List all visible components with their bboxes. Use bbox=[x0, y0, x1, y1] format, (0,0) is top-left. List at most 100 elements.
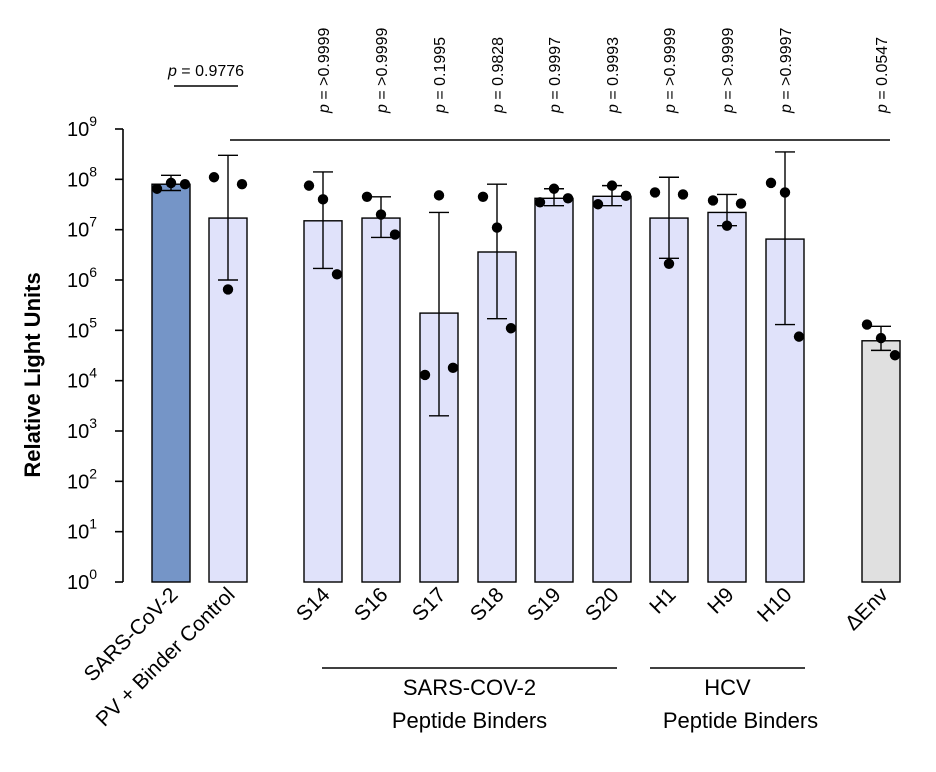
y-tick-exponent: 5 bbox=[89, 314, 97, 330]
data-point bbox=[447, 362, 459, 374]
x-tick-label: H10 bbox=[753, 583, 797, 627]
p-symbol: p bbox=[374, 104, 391, 114]
bar bbox=[477, 251, 517, 583]
data-point bbox=[663, 258, 675, 269]
p-value-label: p = 0.0547 bbox=[874, 37, 891, 114]
data-point bbox=[375, 209, 387, 220]
data-point bbox=[505, 323, 517, 334]
x-tick-label: S20 bbox=[581, 583, 624, 626]
data-point bbox=[875, 332, 887, 344]
y-tick-label: 109 bbox=[67, 113, 97, 141]
y-tick-base: 10 bbox=[67, 572, 89, 594]
data-point bbox=[649, 187, 661, 198]
y-axis-title: Relative Light Units bbox=[20, 272, 45, 477]
p-value-text: = 0.9993 bbox=[605, 37, 622, 104]
y-tick-label: 108 bbox=[67, 163, 97, 191]
x-tick-label: S18 bbox=[466, 583, 509, 626]
data-point bbox=[721, 220, 733, 231]
data-point bbox=[491, 222, 503, 233]
p-symbol: p bbox=[316, 104, 333, 114]
data-point bbox=[236, 179, 248, 190]
data-point bbox=[606, 180, 618, 191]
p-value-text: = 0.9828 bbox=[490, 37, 507, 104]
y-tick-exponent: 2 bbox=[89, 465, 97, 481]
x-tick-label: S17 bbox=[408, 583, 451, 626]
y-tick-base: 10 bbox=[67, 421, 89, 443]
data-point bbox=[793, 331, 805, 342]
x-tick-label: ΔEnv bbox=[841, 583, 893, 635]
p-value-text: = 0.9776 bbox=[177, 63, 244, 80]
bar bbox=[303, 220, 343, 583]
y-tick-exponent: 3 bbox=[89, 415, 97, 431]
data-point bbox=[433, 190, 445, 201]
pairwise-p-value: p = 0.9776 bbox=[167, 63, 244, 80]
p-symbol: p bbox=[874, 104, 891, 114]
y-tick-exponent: 4 bbox=[89, 365, 97, 381]
data-point bbox=[419, 369, 431, 381]
p-value-label: p = 0.9997 bbox=[547, 37, 564, 114]
p-value-label: p = >0.9997 bbox=[778, 27, 795, 114]
p-value-text: = >0.9999 bbox=[720, 27, 737, 104]
data-points-layer bbox=[151, 172, 901, 381]
data-point bbox=[548, 183, 560, 194]
y-tick-exponent: 7 bbox=[89, 214, 97, 230]
p-symbol: p bbox=[720, 104, 737, 114]
y-tick-base: 10 bbox=[67, 169, 89, 191]
y-tick-exponent: 8 bbox=[89, 163, 97, 179]
y-tick-exponent: 9 bbox=[89, 113, 97, 129]
bar bbox=[534, 197, 574, 583]
y-tick-label: 106 bbox=[67, 264, 97, 292]
p-symbol: p bbox=[778, 104, 795, 114]
data-point bbox=[620, 190, 632, 202]
data-point bbox=[592, 199, 604, 210]
p-symbol: p bbox=[662, 104, 679, 114]
group-label-line2: Peptide Binders bbox=[392, 708, 547, 733]
data-point bbox=[861, 319, 873, 330]
data-point bbox=[208, 172, 220, 183]
bar bbox=[861, 340, 901, 583]
data-point bbox=[165, 177, 177, 189]
p-value-label: p = >0.9999 bbox=[374, 27, 391, 114]
p-value-text: = >0.9997 bbox=[778, 27, 795, 104]
error-bars-layer bbox=[161, 151, 891, 417]
y-tick-exponent: 1 bbox=[89, 516, 97, 532]
y-tick-label: 100 bbox=[67, 566, 97, 594]
p-value-label: p = 0.1995 bbox=[432, 37, 449, 114]
y-tick-label: 102 bbox=[67, 465, 97, 493]
p-symbol: p bbox=[490, 104, 507, 114]
bar bbox=[765, 238, 805, 583]
p-value-text: = >0.9999 bbox=[662, 27, 679, 104]
data-point bbox=[765, 177, 777, 189]
group-label-line1: SARS-COV-2 bbox=[403, 675, 536, 700]
y-tick-label: 104 bbox=[67, 365, 97, 393]
data-point bbox=[735, 198, 747, 209]
p-symbol: p bbox=[547, 104, 564, 114]
data-point bbox=[317, 194, 329, 205]
y-tick-base: 10 bbox=[67, 522, 89, 544]
y-tick-exponent: 0 bbox=[89, 566, 97, 582]
data-point bbox=[779, 187, 791, 198]
p-symbol: p bbox=[167, 63, 177, 80]
y-tick-exponent: 6 bbox=[89, 264, 97, 280]
group-brackets: SARS-COV-2 Peptide Binders HCV Peptide Bind… bbox=[322, 667, 818, 733]
p-value-text: = 0.9997 bbox=[547, 37, 564, 104]
group-label-line1: HCV bbox=[704, 675, 751, 700]
y-tick-base: 10 bbox=[67, 220, 89, 242]
group-label-line2: Peptide Binders bbox=[663, 708, 818, 733]
p-value-label: p = >0.9999 bbox=[720, 27, 737, 114]
p-value-text: = >0.9999 bbox=[316, 27, 333, 104]
y-tick-base: 10 bbox=[67, 471, 89, 493]
x-tick-label: S14 bbox=[292, 583, 335, 626]
bars-layer bbox=[151, 183, 901, 583]
y-tick-label: 107 bbox=[67, 214, 97, 242]
y-tick-base: 10 bbox=[67, 270, 89, 292]
bar bbox=[361, 217, 401, 583]
y-tick-base: 10 bbox=[67, 320, 89, 342]
p-symbol: p bbox=[432, 104, 449, 114]
p-value-text: = >0.9999 bbox=[374, 27, 391, 104]
x-tick-label: H1 bbox=[645, 583, 680, 618]
bar bbox=[592, 195, 632, 583]
y-tick-base: 10 bbox=[67, 119, 89, 141]
